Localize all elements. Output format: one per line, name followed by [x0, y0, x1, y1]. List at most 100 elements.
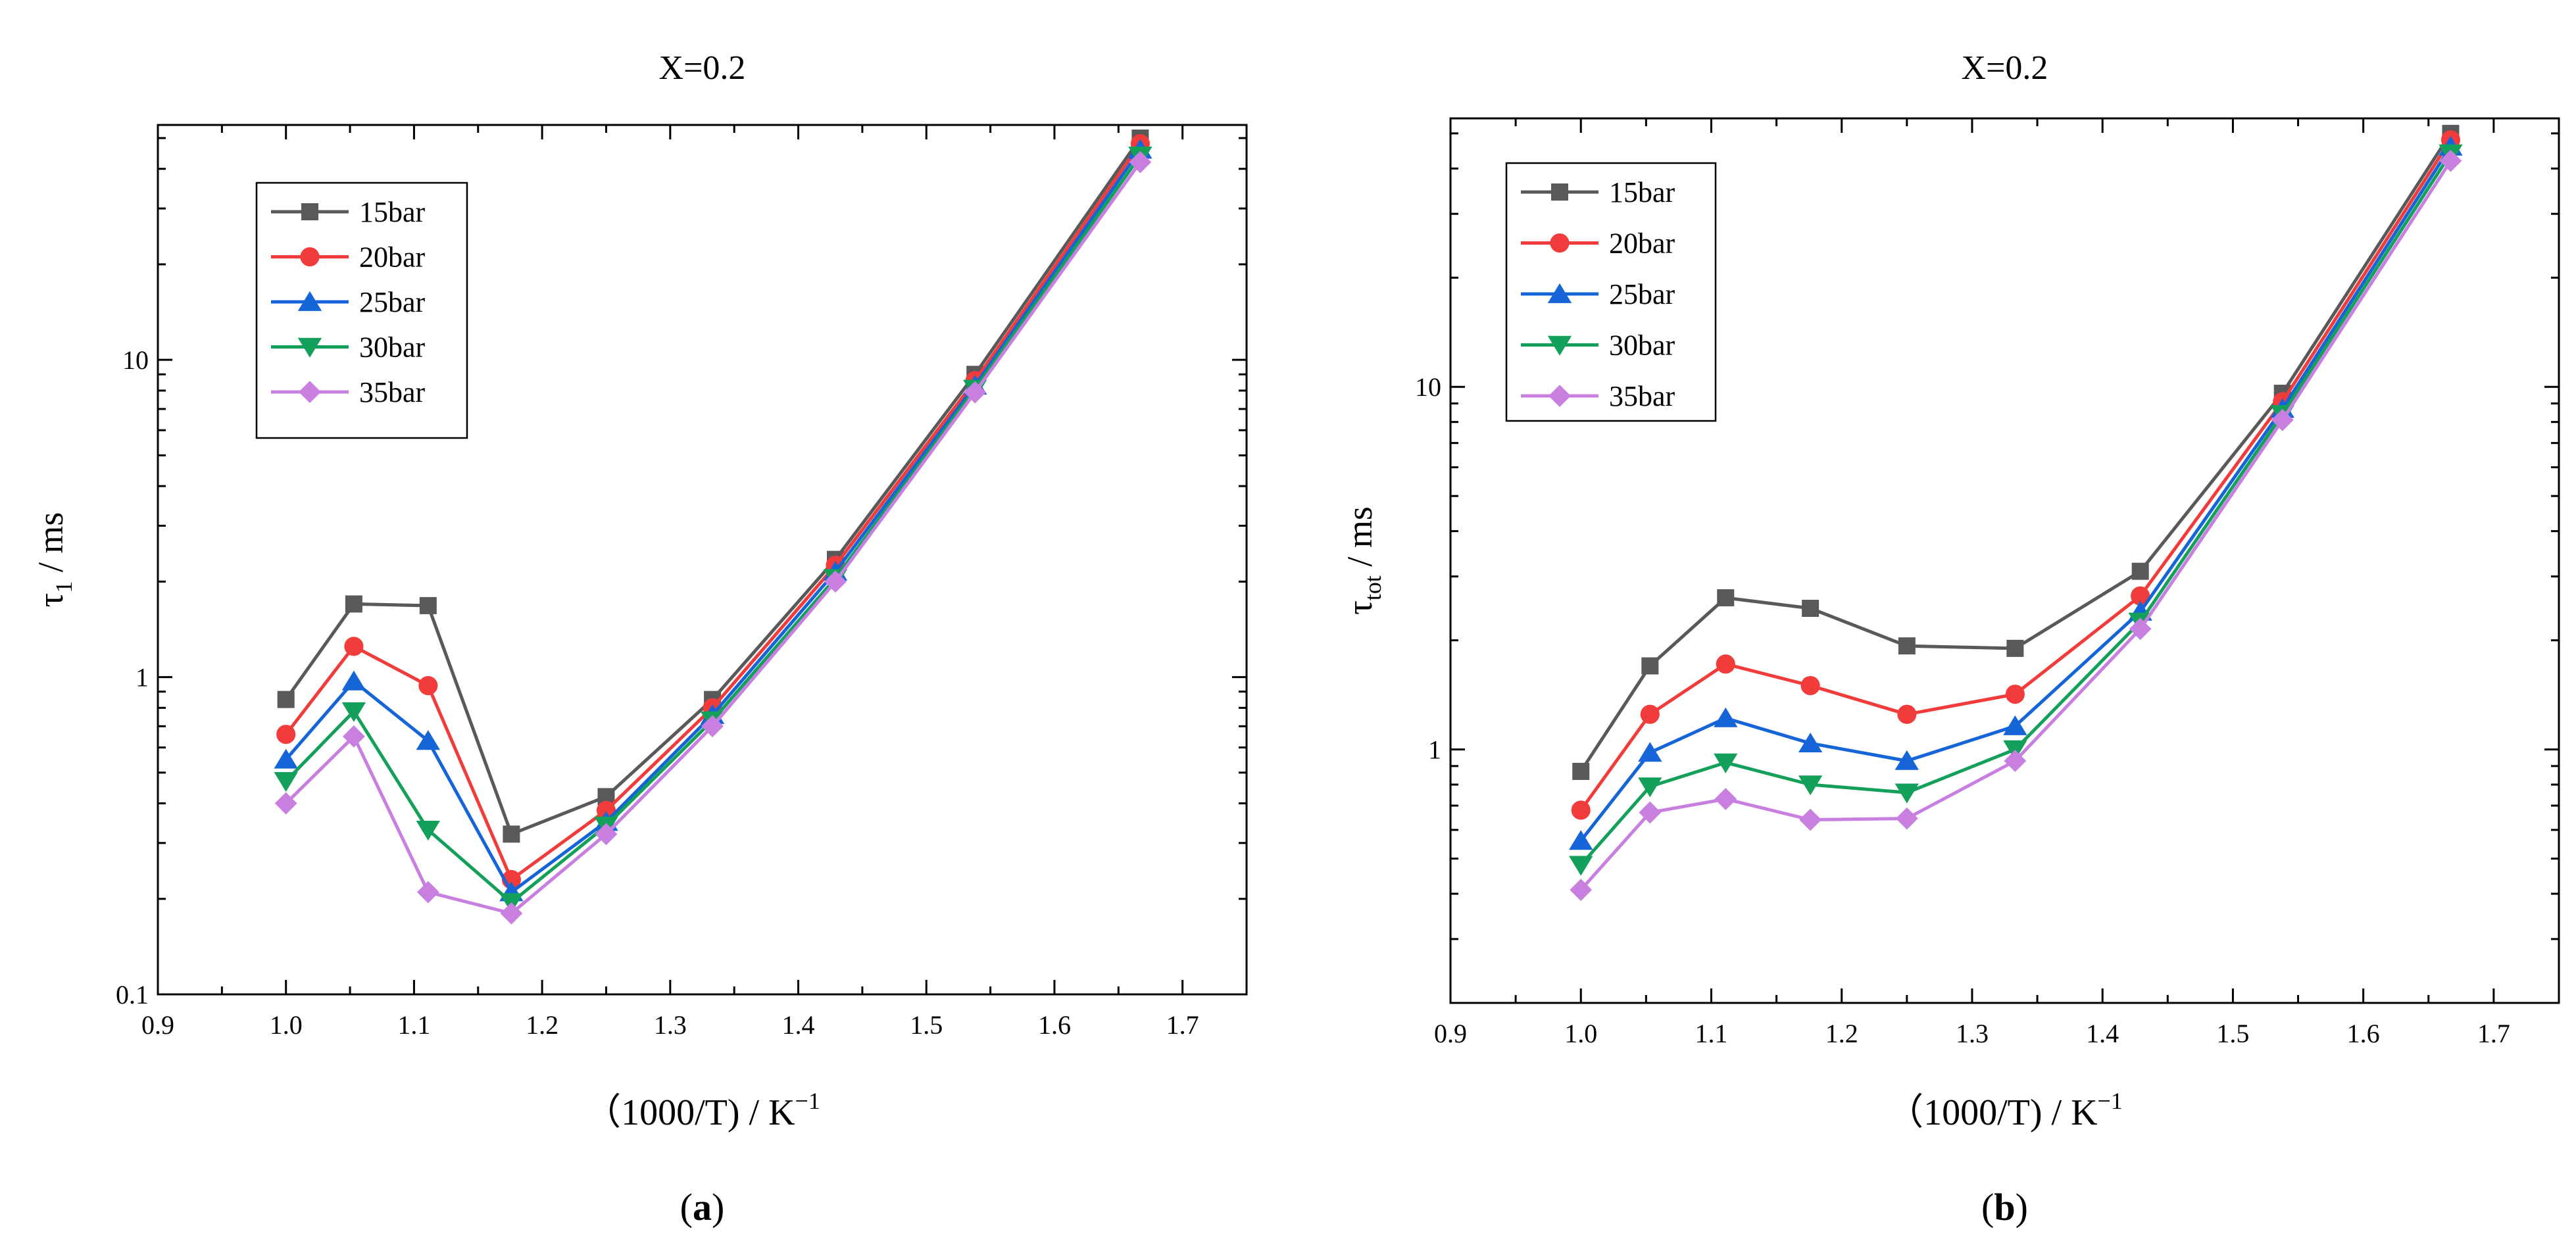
marker-triangle-down — [1638, 777, 1662, 798]
marker-triangle-down — [341, 702, 366, 722]
marker-triangle-down — [1798, 775, 1823, 796]
x-tick-label: 1.0 — [1564, 1019, 1597, 1048]
y-tick-label: 0.1 — [116, 980, 149, 1009]
marker-circle — [418, 675, 438, 696]
x-tick-label: 1.5 — [2216, 1019, 2249, 1048]
marker-square — [1551, 183, 1568, 201]
marker-square — [419, 596, 437, 614]
marker-circle — [2131, 586, 2150, 606]
marker-square — [2131, 562, 2149, 580]
marker-square — [1802, 600, 1820, 618]
x-tick-label: 1.1 — [397, 1010, 430, 1040]
marker-circle — [1640, 704, 1660, 724]
marker-triangle-up — [1714, 707, 1738, 727]
plot-frame — [1449, 117, 2560, 1004]
x-tick-label: 1.3 — [1956, 1019, 1989, 1048]
legend-label-35bar: 35bar — [1609, 380, 1675, 412]
marker-triangle-down — [416, 821, 441, 841]
legend-label-25bar: 25bar — [1609, 278, 1675, 310]
marker-diamond — [299, 381, 321, 403]
marker-diamond — [2004, 750, 2027, 772]
y-axis-label: τ1 / ms — [31, 512, 77, 608]
marker-triangle-up — [2003, 715, 2027, 735]
panel-label-letter: a — [693, 1186, 712, 1228]
x-tick-label: 1.3 — [654, 1010, 687, 1040]
panel-label: (a) — [680, 1186, 725, 1228]
panel-label-letter: b — [1994, 1186, 2015, 1228]
marker-circle — [2005, 685, 2025, 704]
marker-circle — [1550, 233, 1570, 253]
x-axis-label-main: （1000/T) / K — [584, 1092, 795, 1133]
marker-diamond — [416, 881, 439, 904]
panel-label: (b) — [1981, 1186, 2028, 1228]
y-tick-label: 10 — [122, 345, 149, 375]
marker-triangle-up — [1895, 750, 1920, 770]
legend-box — [255, 182, 468, 439]
chart-title: X=0.2 — [1962, 49, 2048, 87]
marker-square — [1898, 637, 1916, 655]
marker-square — [345, 595, 362, 613]
plot-frame — [157, 124, 1248, 996]
x-tick-label: 1.5 — [910, 1010, 943, 1040]
y-axis-label: τtot / ms — [1340, 506, 1386, 615]
marker-diamond — [2439, 149, 2462, 172]
marker-triangle-down — [1569, 856, 1593, 876]
legend: 15bar 20bar 25bar 30bar 35bar — [1505, 162, 1717, 422]
marker-circle — [1897, 704, 1917, 724]
series-15bar — [277, 129, 1149, 843]
legend-label-15bar: 15bar — [1609, 176, 1675, 208]
marker-triangle-down — [1547, 335, 1572, 356]
x-axis-label-superscript: −1 — [795, 1088, 820, 1114]
legend: 15bar 20bar 25bar 30bar 35bar — [255, 182, 468, 439]
marker-triangle-up — [1638, 742, 1662, 762]
marker-triangle-up — [416, 730, 441, 750]
marker-triangle-up — [1569, 830, 1593, 850]
panel-label-open: ( — [680, 1186, 693, 1228]
x-axis-label: （1000/T) / K−1 — [1887, 1088, 2123, 1133]
legend-label-35bar: 35bar — [359, 376, 426, 408]
marker-triangle-up — [1547, 283, 1572, 303]
x-axis-label: （1000/T) / K−1 — [584, 1088, 820, 1133]
legend-label-30bar: 30bar — [359, 331, 426, 364]
marker-square — [503, 825, 520, 843]
marker-circle — [1571, 800, 1591, 820]
marker-square — [301, 203, 318, 220]
marker-diamond — [1548, 385, 1571, 407]
y-axis-label-subscript: tot — [1360, 575, 1386, 600]
marker-circle — [276, 725, 296, 744]
panel-b: 0.9 1.0 1.1 1.2 1.3 1.4 1.5 1.6 1.7 1 10 X=0.2 （1000… — [1340, 49, 2560, 1228]
marker-triangle-down — [274, 771, 298, 792]
marker-diamond — [1895, 807, 1918, 830]
y-tick-label: 10 — [1415, 372, 1441, 402]
marker-triangle-up — [1798, 732, 1823, 753]
series-35bar — [274, 151, 1152, 925]
x-tick-label: 1.6 — [1038, 1010, 1071, 1040]
marker-diamond — [701, 715, 724, 738]
marker-triangle-down — [1895, 783, 1920, 804]
x-tick-label: 1.4 — [782, 1010, 815, 1040]
panel-label-close: ) — [712, 1186, 724, 1228]
panel-a: 0.9 1.0 1.1 1.2 1.3 1.4 1.5 1.6 1.7 0.1 1 10 X=0.2 （1… — [31, 49, 1248, 1228]
marker-triangle-up — [341, 670, 366, 691]
marker-diamond — [824, 570, 847, 593]
marker-diamond — [1570, 879, 1593, 902]
legend-label-20bar: 20bar — [359, 241, 426, 274]
marker-diamond — [500, 902, 523, 925]
marker-circle — [1716, 654, 1735, 674]
chart-title: X=0.2 — [659, 49, 746, 87]
marker-diamond — [343, 725, 365, 748]
legend-label-15bar: 15bar — [359, 196, 426, 228]
marker-diamond — [2129, 618, 2152, 641]
marker-diamond — [595, 823, 618, 846]
x-tick-label: 1.7 — [1166, 1010, 1199, 1040]
legend-box — [1505, 162, 1717, 422]
x-tick-label: 1.1 — [1695, 1019, 1727, 1048]
x-tick-label: 1.0 — [270, 1010, 303, 1040]
y-axis-label-unit: / ms — [1340, 506, 1379, 575]
x-tick-label: 1.6 — [2347, 1019, 2380, 1048]
x-tick-label: 1.2 — [1825, 1019, 1858, 1048]
marker-square — [1572, 762, 1590, 780]
y-axis-label-subscript: 1 — [51, 581, 77, 593]
legend-label-30bar: 30bar — [1609, 329, 1675, 362]
